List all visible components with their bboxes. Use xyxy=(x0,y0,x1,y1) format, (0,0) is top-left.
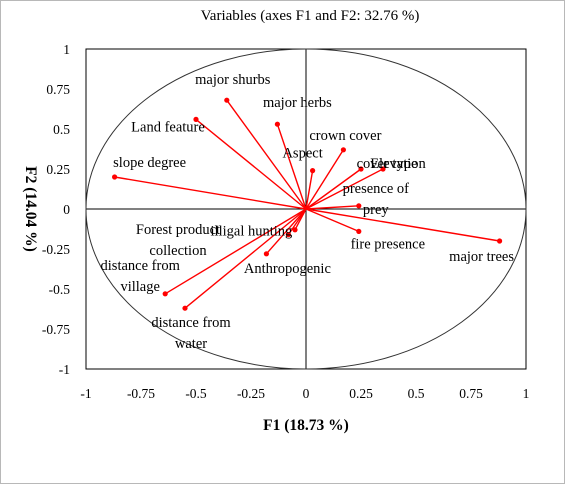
x-tick-label: 0 xyxy=(303,386,310,401)
vector-fire-presence xyxy=(305,208,360,233)
y-tick-label: 0.75 xyxy=(46,82,70,97)
point-major-trees xyxy=(497,238,503,244)
label-line: Forest product xyxy=(136,222,220,238)
vector-crown-cover xyxy=(305,149,344,210)
point-major-shurbs xyxy=(224,97,230,103)
point-distance-from-village xyxy=(162,291,168,297)
point-major-herbs xyxy=(274,121,280,127)
x-tick-label: 1 xyxy=(523,386,530,401)
x-tick-label: -0.25 xyxy=(237,386,265,401)
y-axis-title: F2 (14.04 %) xyxy=(22,166,39,252)
label-line: collection xyxy=(149,243,207,259)
label-line: Anthropogenic xyxy=(244,261,331,277)
x-tick-label: -0.75 xyxy=(127,386,155,401)
vector-elevation xyxy=(305,168,384,210)
point-aspect xyxy=(310,168,316,174)
point-anthropogenic xyxy=(263,251,269,257)
tick-labels: -1 -0.75 -0.5 -0.25 0 0.25 0.5 0.75 1 1 0.75 0.5 0.2… xyxy=(42,42,530,401)
y-tick-label: -0.5 xyxy=(49,282,71,297)
label-line: water xyxy=(175,336,207,352)
y-tick-label: -0.75 xyxy=(42,322,70,337)
label-line: distance from xyxy=(151,315,231,331)
label-slope-degree: slope degree xyxy=(113,155,186,171)
label-major-trees: major trees xyxy=(449,249,514,265)
correlation-circle xyxy=(85,48,527,370)
x-axis-title: F1 (18.73 %) xyxy=(263,417,349,434)
label-line: major trees xyxy=(449,249,514,265)
label-line: cover type xyxy=(357,156,418,172)
unit-circle xyxy=(85,48,527,370)
label-presence-of-prey: presence of prey xyxy=(343,181,410,218)
x-tick-label: -1 xyxy=(80,386,91,401)
vector-major-shurbs xyxy=(226,99,307,210)
label-line: crown cover xyxy=(309,128,381,144)
label-cover-type: cover type xyxy=(357,156,418,172)
point-fire-presence xyxy=(356,228,362,234)
point-crown-cover xyxy=(340,147,346,153)
label-elevation: Elevation xyxy=(370,156,426,172)
point-presence-of-prey xyxy=(356,203,362,209)
label-aspect: Aspect xyxy=(282,146,322,162)
chart-title: Variables (axes F1 and F2: 32.76 %) xyxy=(201,8,420,24)
label-distance-from-water: distance from water xyxy=(151,315,231,352)
point-elevation xyxy=(380,166,386,172)
point-cover-type xyxy=(358,166,364,172)
variable-vectors xyxy=(112,97,503,311)
label-line: Elevation xyxy=(370,156,426,172)
point-illigal-hunting xyxy=(285,232,291,238)
vector-anthropogenic xyxy=(265,208,307,255)
variable-labels: major shurbs major herbs Land feature slope… xyxy=(101,72,515,352)
label-line: presence of xyxy=(343,181,410,197)
vector-major-herbs xyxy=(276,123,307,210)
label-line: village xyxy=(120,279,159,295)
point-land-feature xyxy=(193,116,199,122)
vector-major-trees xyxy=(305,208,500,242)
vector-distance-from-village xyxy=(164,208,307,295)
label-line: prey xyxy=(363,202,390,218)
label-line: major herbs xyxy=(263,95,332,111)
y-tick-label: 0.25 xyxy=(46,162,70,177)
y-tick-label: 0.5 xyxy=(53,122,70,137)
label-major-shurbs: major shurbs xyxy=(195,72,271,88)
x-tick-label: -0.5 xyxy=(185,386,207,401)
x-tick-label: 0.75 xyxy=(459,386,483,401)
vector-distance-from-water xyxy=(184,208,307,309)
label-anthropogenic: Anthropogenic xyxy=(244,261,331,277)
point-slope-degree xyxy=(112,174,118,180)
y-tick-label: 0 xyxy=(63,202,70,217)
label-illigal-hunting: illigal hunting xyxy=(211,224,293,240)
vector-aspect xyxy=(305,170,314,210)
label-line: slope degree xyxy=(113,155,186,171)
label-fire-presence: fire presence xyxy=(351,236,425,252)
label-major-herbs: major herbs xyxy=(263,95,332,111)
vector-cover-type xyxy=(305,168,362,210)
label-line: Aspect xyxy=(282,146,322,162)
vector-land-feature xyxy=(195,118,307,210)
x-tick-label: 0.5 xyxy=(408,386,425,401)
x-tick-label: 0.25 xyxy=(349,386,373,401)
label-line: major shurbs xyxy=(195,72,271,88)
point-distance-from-water xyxy=(182,305,188,311)
label-land-feature: Land feature xyxy=(131,119,205,135)
label-forest-product-collection: Forest product collection xyxy=(136,222,220,259)
vector-slope-degree xyxy=(114,176,307,210)
label-distance-from-village: distance from village xyxy=(101,258,181,295)
y-tick-label: -0.25 xyxy=(42,242,70,257)
label-crown-cover: crown cover xyxy=(309,128,381,144)
y-tick-label: -1 xyxy=(59,362,70,377)
label-line: fire presence xyxy=(351,236,425,252)
label-line: Land feature xyxy=(131,119,205,135)
label-line: distance from xyxy=(101,258,181,274)
point-forest-product-collection xyxy=(292,227,298,233)
label-line: illigal hunting xyxy=(211,224,293,240)
y-tick-label: 1 xyxy=(63,42,70,57)
vector-presence-of-prey xyxy=(305,205,359,210)
